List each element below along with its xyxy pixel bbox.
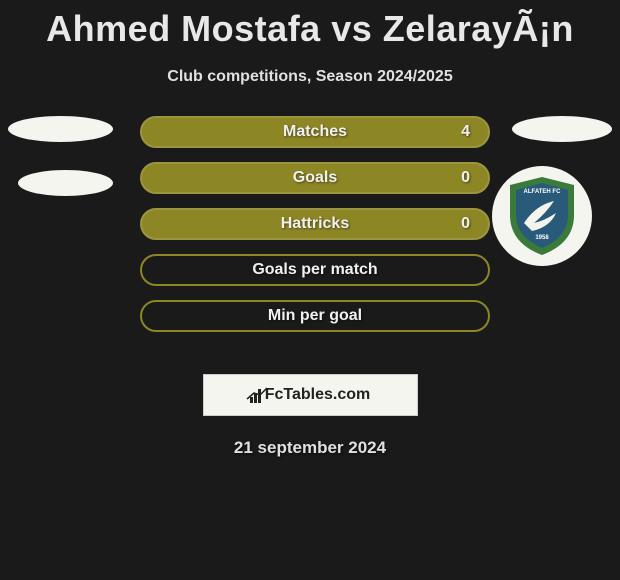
stat-label: Min per goal (268, 307, 362, 325)
subtitle: Club competitions, Season 2024/2025 (0, 68, 620, 86)
club-year-text: 1958 (535, 235, 549, 241)
stat-label: Matches (283, 123, 347, 141)
stats-area: ALFATEH FC 1958 Matches 4 Goals 0 Hattricks 0… (0, 116, 620, 366)
stat-label: Goals per match (252, 261, 377, 279)
stat-bar-goals: Goals 0 (140, 162, 490, 194)
stat-bar-goals-per-match: Goals per match (140, 254, 490, 286)
stat-value: 4 (461, 123, 470, 141)
right-badge-ellipse (512, 116, 612, 142)
chart-bars-icon (250, 387, 261, 403)
date-text: 21 september 2024 (0, 438, 620, 458)
stat-label: Hattricks (281, 215, 349, 233)
footer-brand-box[interactable]: FcTables.com (203, 374, 418, 416)
stat-value: 0 (461, 215, 470, 233)
stat-bar-matches: Matches 4 (140, 116, 490, 148)
club-name-text: ALFATEH FC (524, 189, 562, 195)
page-title: Ahmed Mostafa vs ZelarayÃ¡n (0, 0, 620, 50)
left-player-badges (8, 116, 113, 224)
alfateh-shield-icon: ALFATEH FC 1958 (504, 175, 580, 257)
left-badge-2 (18, 170, 113, 196)
stat-bar-hattricks: Hattricks 0 (140, 208, 490, 240)
club-logo: ALFATEH FC 1958 (492, 166, 592, 266)
stat-bar-min-per-goal: Min per goal (140, 300, 490, 332)
footer-brand-text: FcTables.com (265, 386, 371, 404)
stat-bars: Matches 4 Goals 0 Hattricks 0 Goals per match M… (140, 116, 490, 346)
stat-label: Goals (293, 169, 337, 187)
right-player-badges: ALFATEH FC 1958 (512, 116, 612, 142)
left-badge-1 (8, 116, 113, 142)
stat-value: 0 (461, 169, 470, 187)
